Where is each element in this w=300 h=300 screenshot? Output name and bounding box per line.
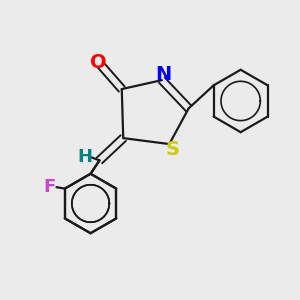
Text: H: H: [78, 148, 93, 166]
Text: N: N: [155, 65, 172, 84]
Text: F: F: [43, 178, 56, 196]
Text: O: O: [90, 53, 106, 72]
Text: S: S: [165, 140, 179, 159]
